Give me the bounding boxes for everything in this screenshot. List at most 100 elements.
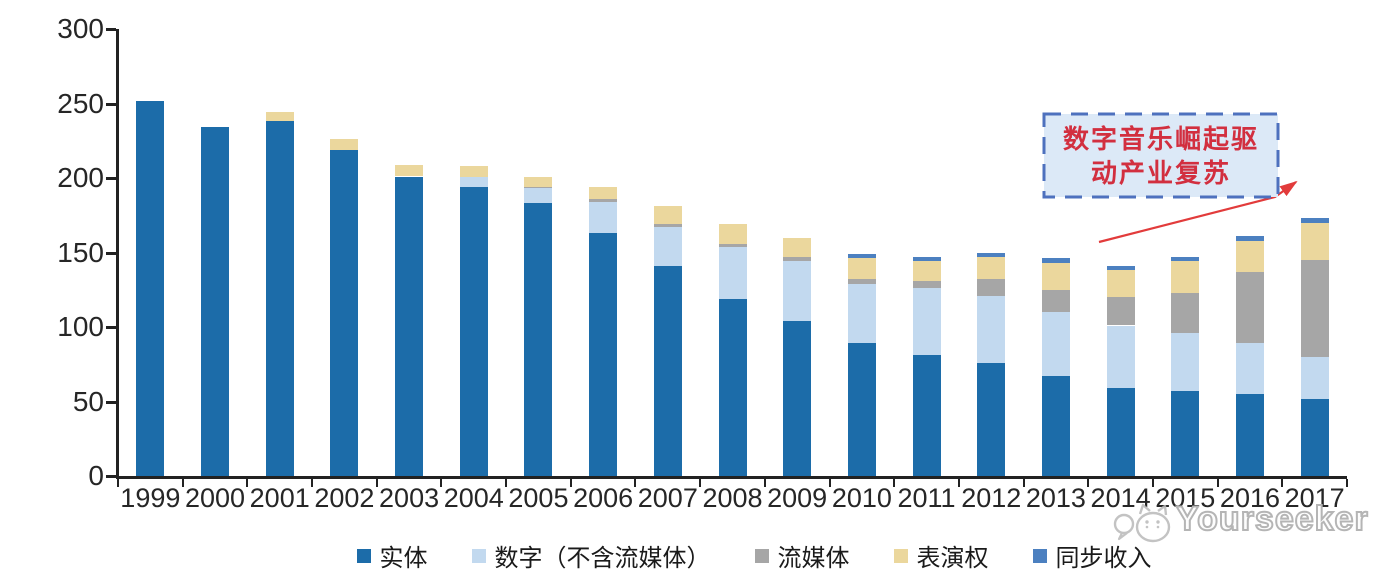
bar-segment-performance-2003 [395, 164, 424, 177]
x-axis-tick [1281, 479, 1284, 487]
bar-segment-streaming-2005 [524, 186, 553, 189]
bar-segment-physical-2012 [977, 362, 1006, 476]
x-axis-tick [634, 479, 637, 487]
bar-segment-sync-2013 [1041, 258, 1070, 263]
bar-segment-physical-2006 [589, 233, 618, 476]
bar-segment-digital-2004 [459, 176, 488, 187]
y-axis-tick [106, 251, 116, 255]
bar-segment-performance-2016 [1235, 240, 1264, 272]
legend-label-sync: 同步收入 [1055, 545, 1152, 572]
bar-segment-performance-2001 [265, 112, 294, 122]
x-axis-label-1999: 1999 [120, 483, 181, 513]
legend-item-digital: 数字（不含流媒体） [471, 538, 711, 573]
bar-segment-streaming-2012 [977, 279, 1006, 296]
y-axis-label-300: 300 [57, 13, 104, 44]
x-axis-tick [117, 479, 119, 487]
bar-segment-performance-2009 [783, 237, 812, 257]
x-axis-label-2002: 2002 [314, 483, 375, 513]
bar-segment-physical-2004 [459, 186, 488, 476]
bar-segment-digital-2013 [1041, 312, 1070, 377]
y-axis-tick [106, 400, 116, 404]
y-axis-label-250: 250 [57, 87, 104, 119]
x-axis-label-2003: 2003 [379, 483, 440, 513]
bar-segment-sync-2015 [1171, 256, 1200, 262]
bar-segment-digital-2005 [524, 188, 553, 204]
x-axis-label-2001: 2001 [249, 483, 310, 513]
bar-segment-physical-2008 [718, 298, 747, 476]
bar-segment-digital-2011 [912, 288, 941, 356]
bar-segment-physical-2016 [1235, 394, 1264, 476]
x-axis-tick [763, 479, 766, 487]
x-axis-label-2007: 2007 [637, 483, 698, 513]
x-axis-tick [893, 479, 896, 487]
y-axis-label-0: 0 [88, 460, 104, 491]
bar-segment-physical-2011 [912, 355, 941, 476]
legend-item-streaming: 流媒体 [754, 538, 850, 573]
legend-swatch-performance [893, 548, 908, 563]
bar-segment-performance-2017 [1300, 222, 1329, 260]
x-axis-label-2011: 2011 [897, 483, 956, 513]
bar-segment-digital-2014 [1106, 325, 1135, 389]
bar-segment-physical-2014 [1106, 388, 1135, 476]
x-axis-label-2009: 2009 [767, 483, 828, 513]
bar-segment-performance-2005 [524, 176, 553, 187]
legend-swatch-physical [356, 548, 371, 563]
bar-segment-physical-1999 [136, 100, 165, 476]
legend-label-physical: 实体 [379, 545, 428, 572]
bar-segment-physical-2007 [653, 265, 682, 476]
legend-item-performance: 表演权 [893, 538, 989, 573]
bar-segment-streaming-2010 [847, 279, 876, 284]
bar-segment-digital-2008 [718, 246, 747, 299]
bar-segment-performance-2004 [459, 166, 488, 177]
yourseeker-cat-logo-icon [1113, 503, 1171, 543]
bar-segment-performance-2007 [653, 206, 682, 225]
bar-segment-digital-2016 [1235, 343, 1264, 395]
bar-segment-performance-2011 [912, 261, 941, 281]
bar-segment-performance-2012 [977, 256, 1006, 280]
y-axis-tick [106, 177, 116, 180]
bar-segment-streaming-2015 [1171, 292, 1200, 333]
bar-segment-physical-2015 [1171, 391, 1200, 476]
bar-segment-physical-2017 [1300, 398, 1329, 476]
bar-segment-digital-2006 [589, 201, 618, 234]
x-axis-tick [311, 479, 314, 487]
watermark: Yourseeker [1112, 494, 1398, 554]
x-axis-label-2010: 2010 [831, 483, 892, 513]
y-axis-label-50: 50 [72, 385, 104, 417]
bar-segment-streaming-2007 [653, 224, 682, 228]
y-axis-label-150: 150 [57, 236, 104, 268]
bar-segment-physical-2013 [1041, 376, 1070, 476]
watermark-text: Yourseeker [1175, 499, 1369, 539]
y-axis-tick [106, 326, 116, 329]
bar-segment-streaming-2013 [1041, 289, 1070, 313]
bar-segment-sync-2017 [1300, 218, 1329, 223]
bar-segment-performance-2013 [1041, 262, 1070, 290]
bar-segment-sync-2016 [1235, 236, 1264, 241]
bar-segment-performance-2014 [1106, 270, 1135, 298]
x-axis-tick [440, 479, 443, 487]
x-axis-label-2012: 2012 [961, 483, 1022, 513]
y-axis-tick [106, 102, 116, 106]
x-axis-label-2004: 2004 [443, 483, 504, 513]
x-axis-tick [181, 479, 184, 487]
x-axis-tick [1022, 479, 1025, 487]
bar-segment-performance-2002 [330, 139, 359, 150]
bar-segment-streaming-2008 [718, 243, 747, 247]
legend-item-sync: 同步收入 [1032, 538, 1152, 573]
legend-swatch-digital [471, 548, 486, 563]
bar-segment-streaming-2017 [1300, 259, 1329, 357]
x-axis-tick [1087, 479, 1090, 487]
bar-segment-sync-2014 [1106, 265, 1135, 271]
y-axis-label-100: 100 [57, 311, 104, 342]
x-axis-label-2006: 2006 [573, 483, 634, 513]
legend-label-streaming: 流媒体 [777, 545, 850, 572]
legend-swatch-sync [1032, 548, 1047, 563]
bar-segment-physical-2001 [265, 121, 294, 476]
bar-segment-digital-2017 [1300, 356, 1329, 399]
bar-segment-streaming-2011 [912, 280, 941, 289]
x-axis-label-2017: 2017 [1284, 483, 1345, 513]
x-axis-tick [246, 479, 249, 487]
bar-segment-streaming-2014 [1106, 297, 1135, 326]
bar-segment-physical-2000 [201, 127, 230, 476]
bar-segment-digital-2007 [653, 227, 682, 266]
